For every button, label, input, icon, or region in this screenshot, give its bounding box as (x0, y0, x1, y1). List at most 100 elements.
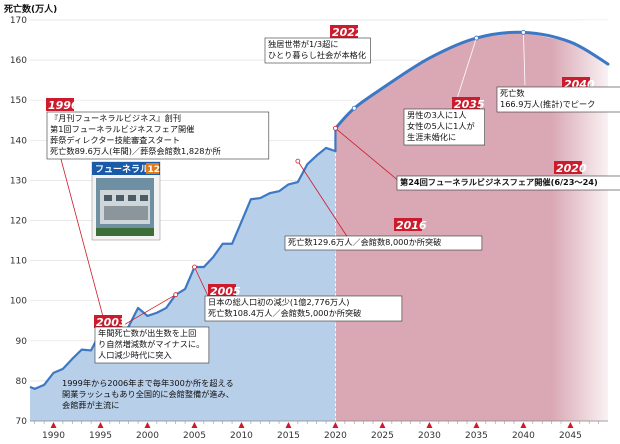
annotation-text-box (496, 86, 620, 113)
annotation-2016: 2016 死亡数129.6万人／会館数8,000か所突破 (284, 158, 483, 251)
annotation-year: 2020 (556, 162, 587, 175)
annotation-leader-line (121, 294, 176, 327)
x-tick-mark (379, 422, 386, 428)
x-tick-label: 2045 (559, 431, 582, 441)
annotation-text-line: 日本の総人口初の減少(1億2,776万人) (208, 297, 349, 307)
annotation-text-box (264, 37, 371, 64)
annotation-text-line: り自然増減数がマイナスに。 (98, 339, 204, 349)
magazine-title: フューネラル (95, 164, 149, 175)
x-tick-mark (332, 422, 339, 428)
x-tick-label: 2030 (418, 431, 441, 441)
annotation-year-badge (208, 284, 236, 297)
annotation-text-line: 人口減少時代に突入 (98, 350, 172, 360)
annotation-text-line: 第24回フューネラルビジネスフェア開催(6/23〜24) (400, 177, 598, 187)
annotation-leader-line (335, 127, 401, 183)
annotation-text-line: 死亡数129.6万人／会館数8,000か所突破 (288, 237, 441, 247)
annotation-text-line: 死亡数89.6万人(年間)／葬祭会館数1,828か所 (50, 146, 221, 156)
annotation-2020: 2020 第24回フューネラルビジネスフェア開催(6/23〜24) (333, 125, 620, 191)
x-tick-label: 2015 (277, 431, 300, 441)
annotation-text-line: 死亡数108.4万人／会館数5,000か所突破 (208, 308, 361, 318)
y-axis: 70 80 90 100 110 120 130 140 150 160 170 (10, 16, 27, 427)
y-tick-label: 170 (10, 16, 27, 26)
annotation-leader-line (344, 57, 355, 109)
x-tick-mark (238, 422, 245, 428)
annotation-text-line: 第1回フューネラルビジネスフェア開催 (50, 124, 194, 134)
x-tick-mark (97, 422, 104, 428)
x-tick-mark (50, 422, 57, 428)
x-tick-label: 2005 (183, 431, 206, 441)
annotation-year: 2035 (454, 98, 485, 111)
x-tick-mark (520, 422, 527, 428)
annotation-point (173, 292, 179, 298)
x-tick-mark (473, 422, 480, 428)
x-tick-mark (144, 422, 151, 428)
annotation-text-line: ひとり暮らし社会が本格化 (268, 50, 366, 60)
annotation-point (192, 264, 197, 270)
y-tick-label: 70 (16, 417, 28, 427)
annotation-year: 2016 (396, 219, 427, 232)
x-tick-label: 2025 (371, 431, 394, 441)
annotation-2005: 2005日本の総人口初の減少(1億2,776万人)死亡数108.4万人／会館数5… (192, 264, 403, 322)
annotation-text-box (284, 235, 483, 251)
annotation-year: 1996 (48, 99, 79, 112)
annotation-year-badge (330, 25, 358, 38)
note-line-3: 会館葬が主流に (62, 400, 119, 410)
projection-area (335, 32, 608, 421)
magazine-issue: 12 (148, 165, 161, 175)
note-line-2: 開業ラッシュもあり全国的に会館整備が進み、 (62, 389, 234, 399)
y-tick-label: 150 (10, 96, 27, 106)
annotation-year-badge (554, 161, 582, 174)
y-tick-label: 130 (10, 176, 27, 186)
x-tick-label: 2020 (324, 431, 347, 441)
y-tick-label: 120 (10, 217, 27, 227)
annotation-1996: 1996『月刊フューネラルビジネス』創刊第1回フューネラルビジネスフェア開催葬祭… (46, 98, 270, 345)
x-tick-label: 2035 (465, 431, 488, 441)
annotation-year: 2005 (210, 285, 241, 298)
x-tick-label: 2040 (512, 431, 535, 441)
annotation-leader-line (297, 160, 351, 242)
y-tick-label: 140 (10, 136, 27, 146)
annotation-text-line: 男性の3人に1人 (407, 110, 467, 120)
x-tick-label: 2000 (136, 431, 159, 441)
x-tick-mark (285, 422, 292, 428)
annotation-leader-line (194, 266, 209, 297)
projection-line (333, 30, 610, 130)
annotation-text-line: 生涯未婚化に (407, 132, 456, 142)
annotation-text-line: 年間死亡数が出生数を上回 (98, 328, 196, 338)
y-tick-label: 160 (10, 56, 27, 66)
annotation-point (474, 35, 479, 41)
annotation-year-badge (46, 98, 74, 111)
x-tick-mark (191, 422, 198, 428)
annotation-text-line: 死亡数 (500, 88, 525, 98)
annotation-leader-line (57, 147, 111, 343)
x-tick-label: 1995 (89, 431, 112, 441)
y-tick-label: 110 (10, 257, 27, 267)
annotation-text-box (396, 175, 620, 191)
actual-line (29, 128, 337, 391)
annotation-leader-line (523, 32, 526, 86)
note-line-1: 1999年から2006年まで毎年300か所を超える (62, 378, 234, 388)
annotation-year-badge (94, 315, 122, 328)
x-axis: 1990 1995 2000 2005 2010 2015 2020 2025 2030 2035… (30, 420, 608, 441)
annotation-year-badge (452, 97, 480, 110)
y-tick-label: 100 (10, 297, 27, 307)
annotation-point (521, 30, 526, 35)
annotation-text-line: 独居世帯が1/3超に (268, 39, 339, 49)
x-tick-label: 2010 (230, 431, 253, 441)
annotation-text-line: 166.9万人(推計)でピーク (500, 99, 595, 109)
annotation-text-line: 葬祭ディレクター技能審査スタート (50, 135, 180, 145)
annotations: 1996『月刊フューネラルビジネス』創刊第1回フューネラルビジネスフェア開催葬祭… (46, 25, 620, 364)
y-tick-label: 90 (16, 337, 28, 347)
annotation-text-box (46, 111, 270, 160)
x-tick-mark (426, 422, 433, 428)
annotation-text-box (94, 326, 210, 364)
magazine-cover-image: フューネラル 12 (91, 161, 161, 241)
x-tick-label: 1990 (42, 431, 65, 441)
annotation-point (333, 125, 338, 131)
annotation-point (351, 105, 357, 111)
